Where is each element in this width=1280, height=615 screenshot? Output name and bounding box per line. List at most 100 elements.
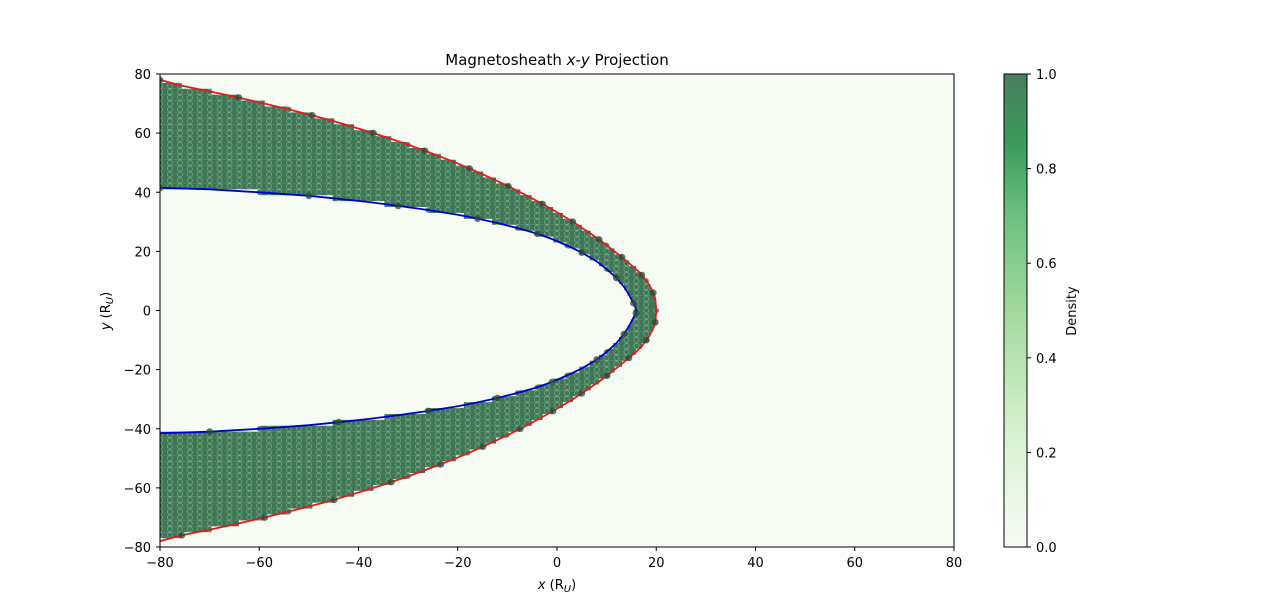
scatter-point bbox=[494, 195, 501, 202]
scatter-point bbox=[395, 177, 402, 184]
scatter-point bbox=[315, 496, 322, 503]
scatter-point bbox=[355, 171, 362, 178]
scatter-point bbox=[167, 479, 173, 485]
scatter-point bbox=[544, 230, 550, 237]
scatter-point bbox=[236, 112, 243, 119]
scatter-point bbox=[276, 118, 282, 125]
scatter-point bbox=[415, 419, 421, 426]
scatter-point bbox=[464, 419, 471, 426]
scatter-point bbox=[196, 455, 203, 462]
density-cell bbox=[427, 408, 554, 414]
scatter-point bbox=[564, 236, 570, 243]
scatter-point bbox=[375, 153, 382, 160]
scatter-point bbox=[186, 165, 193, 172]
scatter-point bbox=[345, 485, 352, 491]
scatter-point bbox=[177, 467, 183, 473]
density-cell bbox=[332, 419, 532, 426]
scatter-point bbox=[306, 177, 312, 184]
scatter-point bbox=[266, 136, 273, 142]
scatter-point bbox=[484, 419, 491, 426]
scatter-point bbox=[286, 118, 292, 125]
scatter-point bbox=[365, 425, 372, 432]
scatter-point bbox=[306, 431, 312, 438]
scatter-point bbox=[524, 402, 531, 408]
scatter-point bbox=[564, 378, 570, 385]
scatter-point bbox=[325, 449, 332, 456]
scatter-point bbox=[385, 177, 392, 184]
scatter-point bbox=[474, 177, 481, 184]
scatter-point bbox=[425, 419, 431, 426]
scatter-point bbox=[266, 183, 273, 190]
scatter-point bbox=[395, 455, 402, 462]
scatter-point bbox=[385, 165, 392, 172]
scatter-point bbox=[613, 349, 620, 355]
boundary-marker bbox=[504, 182, 512, 190]
scatter-point bbox=[385, 455, 392, 462]
scatter-point bbox=[286, 431, 292, 438]
scatter-point bbox=[444, 207, 451, 213]
scatter-point bbox=[315, 177, 322, 184]
boundary-marker bbox=[369, 129, 377, 137]
scatter-point bbox=[167, 136, 173, 142]
scatter-point bbox=[236, 183, 243, 190]
scatter-point bbox=[385, 467, 392, 473]
scatter-point bbox=[306, 425, 312, 432]
scatter-point bbox=[325, 455, 332, 462]
scatter-point bbox=[315, 171, 322, 178]
scatter-point bbox=[633, 331, 640, 337]
scatter-point bbox=[160, 112, 163, 119]
scatter-point bbox=[345, 130, 352, 136]
scatter-point bbox=[276, 130, 282, 136]
scatter-point bbox=[296, 142, 302, 148]
scatter-point bbox=[405, 177, 411, 184]
scatter-point bbox=[375, 136, 382, 142]
scatter-point bbox=[375, 142, 382, 148]
y-tick-label: 40 bbox=[134, 186, 151, 201]
scatter-point bbox=[375, 455, 382, 462]
boundary-lines bbox=[160, 76, 659, 542]
scatter-point bbox=[296, 461, 302, 468]
scatter-point bbox=[454, 431, 461, 438]
scatter-point bbox=[415, 414, 421, 420]
x-tick-label: 20 bbox=[648, 556, 665, 571]
scatter-point bbox=[296, 118, 302, 125]
scatter-point bbox=[435, 201, 441, 207]
boundary-marker bbox=[548, 378, 556, 386]
scatter-point bbox=[256, 118, 263, 125]
scatter-point bbox=[405, 183, 411, 190]
scatter-point bbox=[375, 443, 382, 450]
scatter-point bbox=[345, 177, 352, 184]
scatter-point bbox=[226, 514, 233, 521]
scatter-point bbox=[246, 508, 253, 515]
scatter-point bbox=[375, 177, 382, 184]
scatter-point bbox=[177, 177, 183, 184]
scatter-point bbox=[574, 230, 580, 237]
scatter-point bbox=[160, 165, 163, 172]
scatter-point bbox=[514, 213, 521, 219]
scatter-point bbox=[296, 485, 302, 491]
scatter-point bbox=[425, 183, 431, 190]
scatter-point bbox=[355, 153, 362, 160]
scatter-point bbox=[276, 473, 282, 479]
scatter-point bbox=[345, 425, 352, 432]
scatter-point bbox=[355, 148, 362, 154]
scatter-point bbox=[444, 189, 451, 196]
scatter-point bbox=[216, 502, 223, 509]
scatter-point bbox=[415, 443, 421, 450]
scatter-point bbox=[325, 479, 332, 485]
scatter-point bbox=[524, 207, 531, 213]
scatter-point bbox=[216, 183, 223, 190]
scatter-point bbox=[206, 124, 213, 131]
scatter-point bbox=[177, 455, 183, 462]
scatter-point bbox=[325, 467, 332, 473]
scatter-point bbox=[335, 142, 342, 148]
scatter-point bbox=[365, 449, 372, 456]
scatter-point bbox=[216, 153, 223, 160]
scatter-point bbox=[216, 479, 223, 485]
x-tick-label: 60 bbox=[846, 556, 863, 571]
scatter-point bbox=[160, 449, 163, 456]
scatter-point bbox=[167, 159, 173, 166]
scatter-point bbox=[286, 148, 292, 154]
scatter-point bbox=[206, 490, 213, 497]
scatter-point bbox=[474, 207, 481, 213]
